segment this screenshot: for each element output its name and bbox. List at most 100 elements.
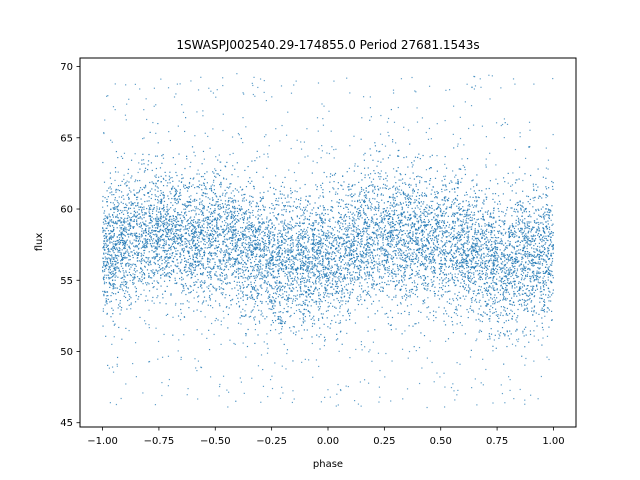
data-point [301,237,304,239]
data-point [546,239,548,241]
data-point [391,299,393,301]
data-point [109,224,111,227]
data-point [109,237,111,239]
data-point [402,252,404,254]
data-point [317,250,319,252]
data-point [318,288,320,290]
data-point [149,131,151,133]
data-point [255,247,257,249]
data-point [344,220,346,222]
data-point [144,169,146,172]
data-point [260,249,262,251]
data-point [401,264,403,267]
data-point [103,245,105,248]
data-point [310,292,312,294]
data-point [332,229,334,231]
data-point [243,234,245,236]
data-point [196,265,198,267]
data-point [207,271,209,274]
data-point [259,233,261,235]
data-point [389,253,391,256]
data-point [131,235,134,237]
data-point [417,242,419,244]
data-point [105,291,107,293]
data-point [322,266,324,269]
data-point [214,204,216,206]
data-point [489,180,492,182]
data-point [180,272,182,274]
data-point [516,215,518,217]
data-point [401,234,403,236]
data-point [474,229,476,232]
data-point [177,220,179,222]
data-point [345,288,347,291]
data-point [545,284,548,286]
data-point [203,183,205,185]
data-point [479,257,481,259]
data-point [338,220,340,222]
data-point [141,203,143,205]
data-point [202,291,204,293]
data-point [435,218,437,220]
data-point [451,201,453,203]
data-point [491,232,493,234]
data-point [273,312,275,314]
data-point [404,232,406,235]
data-point [311,243,314,245]
data-point [167,182,169,184]
data-point [327,209,329,211]
data-point [492,271,494,273]
data-point [491,298,493,300]
data-point [232,226,234,228]
data-point [345,216,348,218]
data-point [263,235,265,237]
data-point [172,215,174,217]
data-point [259,300,262,302]
data-point [543,300,545,302]
data-point [524,346,526,348]
data-point [124,209,126,211]
data-point [501,220,503,222]
data-point [197,260,199,262]
data-point [264,231,266,234]
data-point [364,152,366,154]
data-point [424,250,427,252]
data-point [509,226,511,228]
data-point [141,207,143,209]
data-point [210,187,212,189]
data-point [531,240,534,242]
data-point [256,248,258,250]
data-point [115,267,117,269]
data-point [435,224,437,226]
data-point [467,262,469,264]
data-point [312,242,314,244]
data-point [448,265,450,267]
data-point [453,188,456,190]
data-point [457,240,459,242]
data-point [302,253,305,255]
data-point [244,169,246,172]
data-point [291,290,294,292]
data-point [380,234,382,236]
data-point [484,290,486,292]
data-point [112,284,114,286]
data-point [216,217,218,219]
data-point [273,264,275,266]
data-point [174,234,176,237]
data-point [181,221,183,223]
data-point [249,215,251,217]
data-point [116,222,118,224]
data-point [267,275,269,277]
data-point [316,270,318,272]
data-point [253,267,255,269]
data-point [120,252,123,254]
data-point [236,259,238,261]
data-point [327,326,329,328]
data-point [362,227,365,229]
data-point [138,238,141,240]
data-point [143,249,145,252]
data-point [300,311,302,313]
data-point [334,260,337,262]
data-point [501,255,503,257]
data-point [229,257,231,259]
